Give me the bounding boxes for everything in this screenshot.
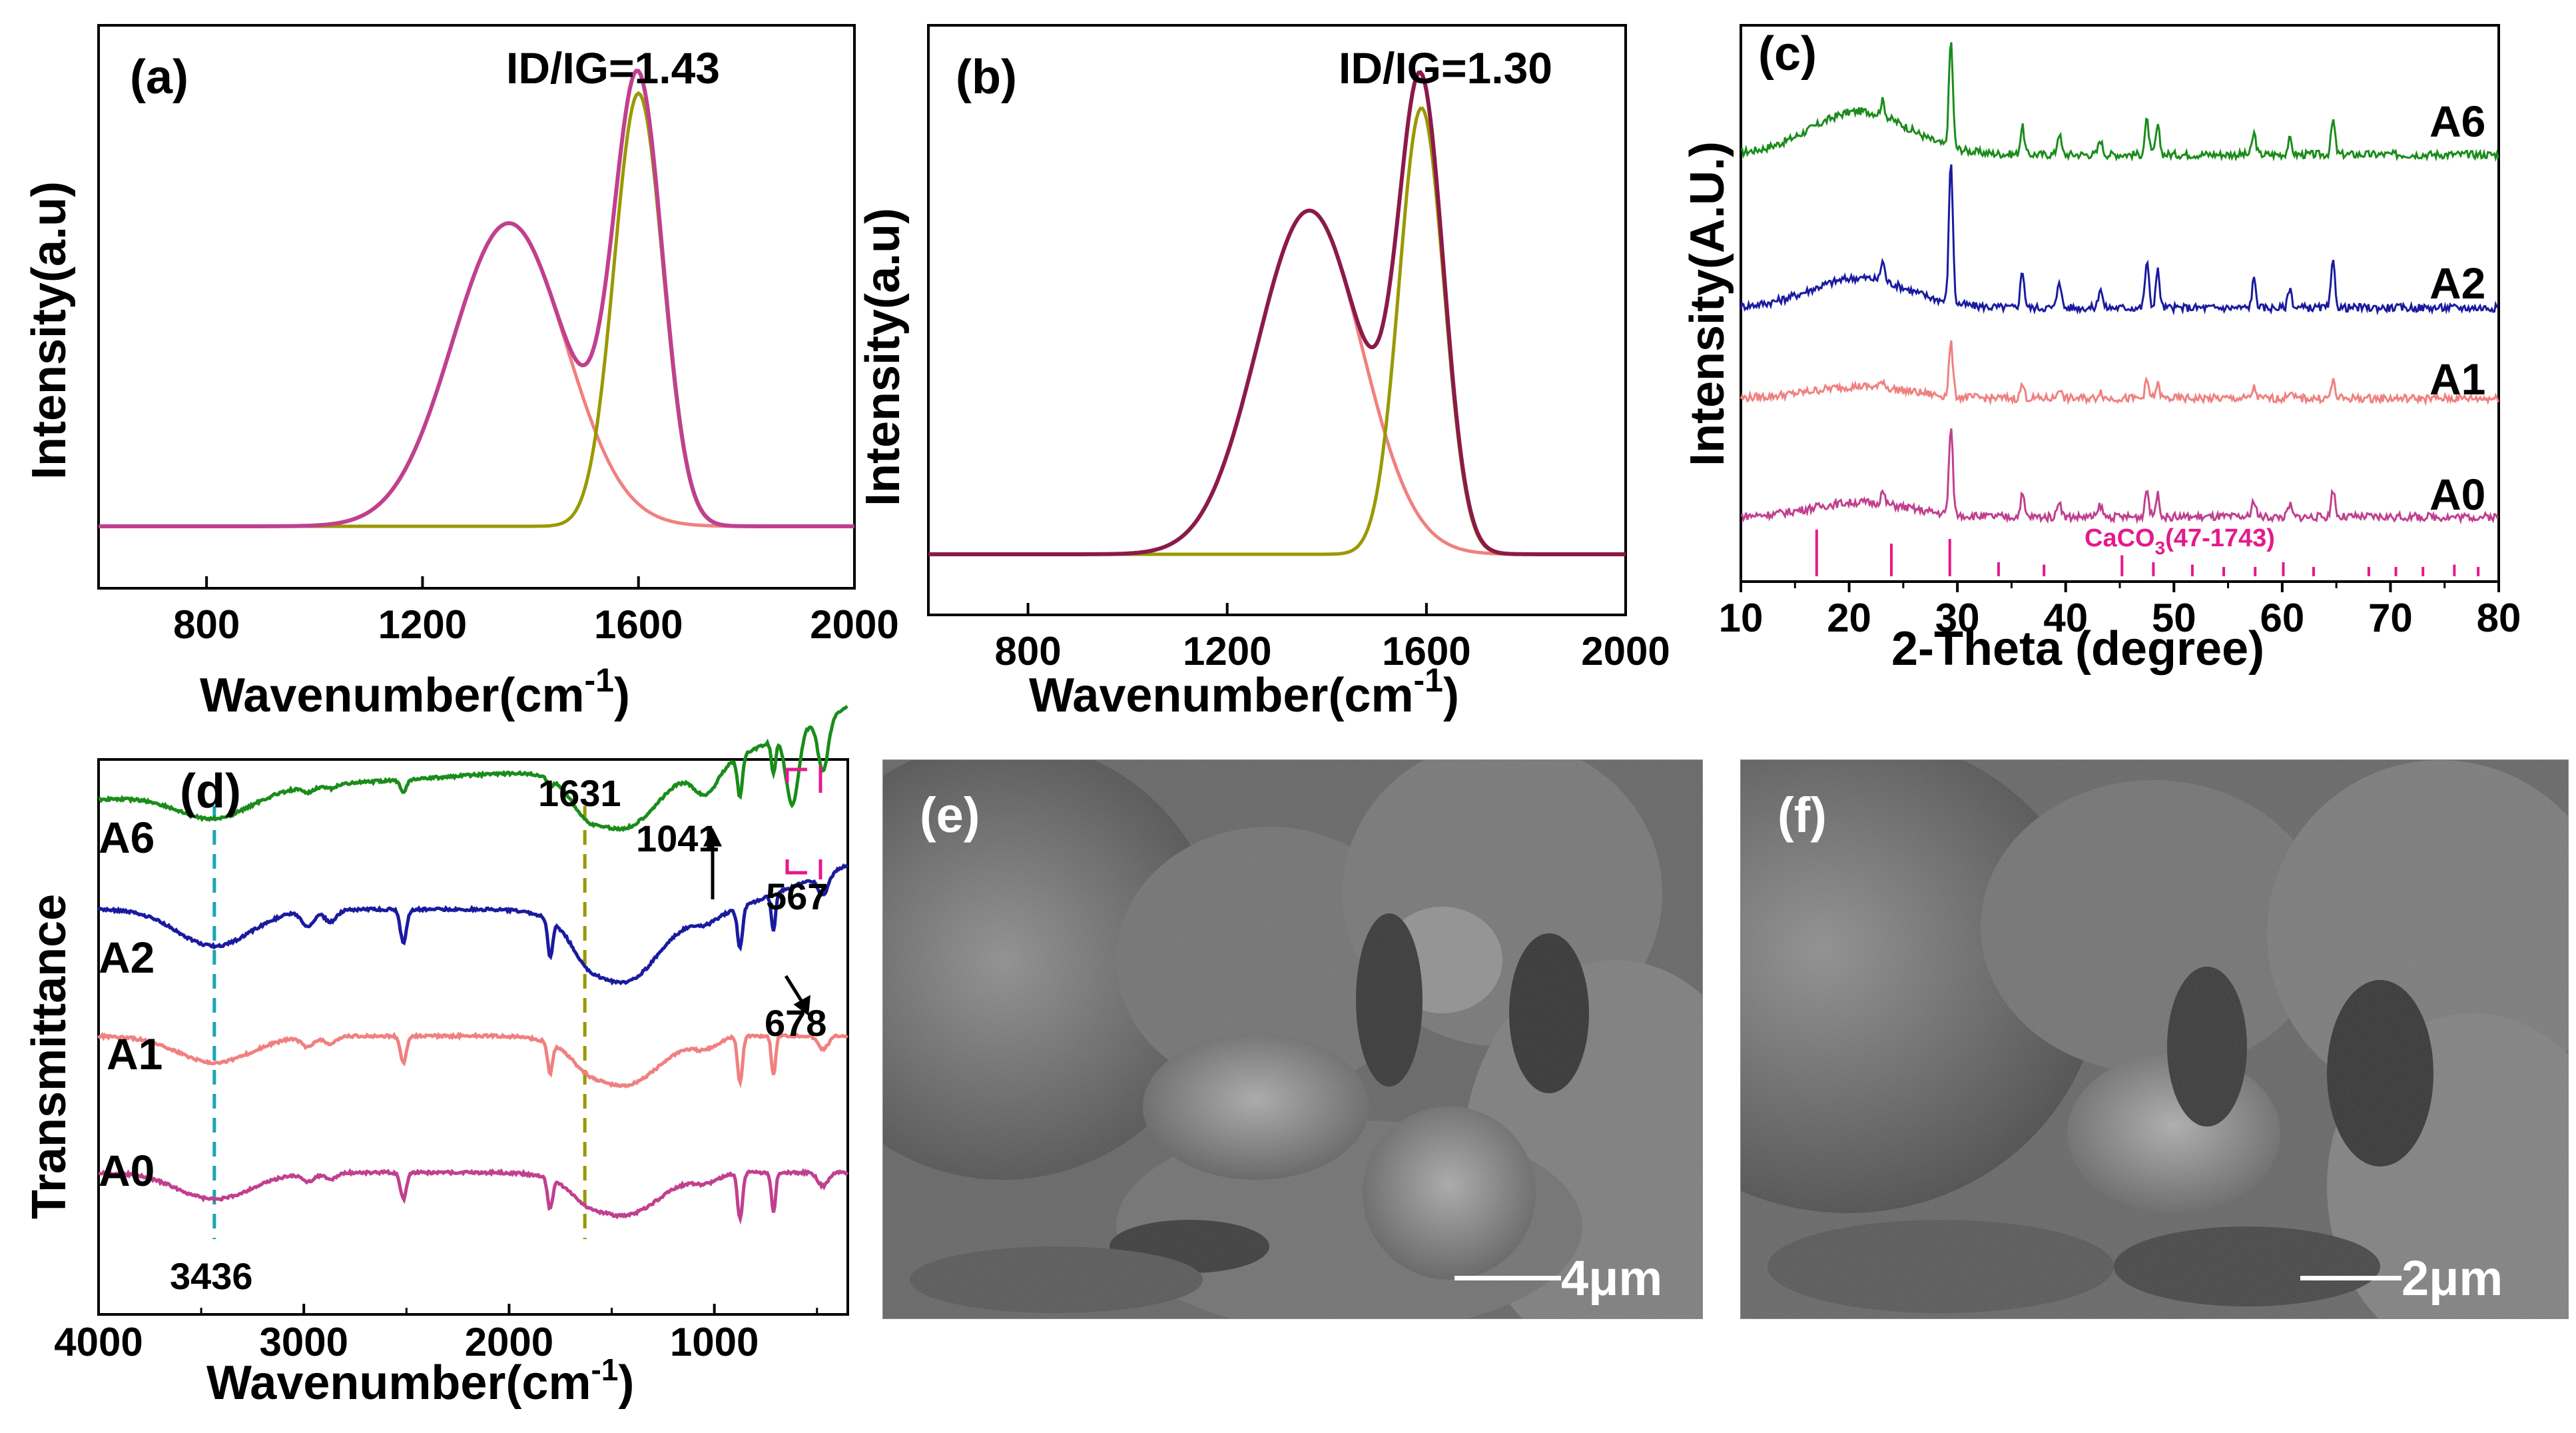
panel-e-scale-bar: 4μm bbox=[1454, 1250, 1662, 1306]
panel-b-ylabel: Intensity(a.u) bbox=[856, 208, 910, 506]
panel-d-xticks: 4000 3000 2000 1000 bbox=[54, 1304, 818, 1364]
panel-d: 4000 3000 2000 1000 (d) A6 A2 A1 A0 3436 16… bbox=[23, 705, 849, 1410]
panel-b-xticks: 800 1200 1600 2000 bbox=[995, 603, 1670, 674]
d-series-A6-line bbox=[98, 705, 848, 833]
panel-a-xticks: 800 1200 1600 2000 bbox=[173, 576, 899, 647]
panel-d-ylabel: Transmittance bbox=[23, 894, 76, 1219]
panel-c-xlabel: 2-Theta (degree) bbox=[1891, 622, 2264, 676]
panel-d-series-A1: A1 bbox=[107, 1029, 162, 1079]
c-series-A2-line bbox=[1740, 164, 2499, 316]
d-series-A1-line bbox=[97, 1031, 849, 1089]
panel-f-scale-bar: 2μm bbox=[2300, 1250, 2503, 1306]
panel-c-series-A2: A2 bbox=[2429, 258, 2485, 308]
panel-d-arrow-678 bbox=[784, 975, 810, 1016]
panel-c-xticks: 10 20 30 40 50 60 70 80 bbox=[1719, 582, 2521, 640]
panel-d-vlines bbox=[212, 806, 587, 1239]
d-series-A0-line bbox=[98, 1168, 849, 1225]
d-xtick-label: 3000 bbox=[259, 1320, 348, 1364]
panel-a-curves bbox=[99, 69, 854, 528]
panel-d-xlabel: Wavenumber(cm-1) bbox=[206, 1352, 634, 1410]
panel-c-series-A0: A0 bbox=[2429, 470, 2485, 519]
panel-a-xlabel: Wavenumber(cm-1) bbox=[200, 662, 630, 722]
panel-b: 800 1200 1600 2000 (b) ID/IG=1.30 Wavenumbe… bbox=[856, 24, 1670, 722]
panel-d-arrow-1041 bbox=[703, 827, 723, 899]
c-series-A1-line bbox=[1740, 340, 2499, 406]
panel-d-annotation-1631: 1631 bbox=[538, 772, 621, 814]
b-xtick-label: 1600 bbox=[1382, 629, 1470, 674]
a-xtick-label: 1600 bbox=[594, 602, 683, 647]
panel-e-sem-image: (e) 4μm bbox=[882, 759, 1703, 1319]
panel-a-label: (a) bbox=[130, 51, 188, 104]
panel-d-curves bbox=[97, 705, 849, 1225]
panel-e-scale-line bbox=[1454, 1276, 1561, 1280]
c-xtick-label: 80 bbox=[2477, 596, 2521, 640]
panel-d-annotation-567: 567 bbox=[766, 875, 828, 917]
c-xtick-label: 70 bbox=[2368, 596, 2413, 640]
panel-b-curves bbox=[928, 70, 1626, 556]
a-xtick-label: 800 bbox=[173, 602, 240, 647]
panel-b-ratio: ID/IG=1.30 bbox=[1339, 43, 1552, 93]
panel-d-series-A6: A6 bbox=[99, 813, 155, 862]
panel-a-frame bbox=[97, 24, 856, 590]
b-d-band-line bbox=[928, 209, 1626, 556]
c-series-A6-line bbox=[1740, 42, 2499, 163]
panel-f-scale-text: 2μm bbox=[2402, 1250, 2503, 1306]
panel-d-bracket-marker bbox=[785, 766, 822, 879]
a-xtick-label: 1200 bbox=[378, 602, 467, 647]
panel-b-frame bbox=[927, 24, 1627, 616]
d-xtick-label: 1000 bbox=[670, 1320, 759, 1364]
panel-c-series-A6: A6 bbox=[2429, 97, 2485, 146]
b-xtick-label: 2000 bbox=[1581, 629, 1670, 674]
panel-f-sem-image: (f) 2μm bbox=[1740, 759, 2569, 1319]
panel-e-label: (e) bbox=[920, 787, 980, 843]
panel-d-annotation-3436: 3436 bbox=[170, 1255, 253, 1297]
panel-c-series-A1: A1 bbox=[2429, 354, 2485, 404]
c-series-A0-line bbox=[1740, 428, 2499, 525]
panel-c-curves bbox=[1740, 42, 2499, 525]
panel-d-series-A0: A0 bbox=[99, 1146, 155, 1195]
panel-c-reference-label: CaCO3(47-1743) bbox=[2085, 524, 2275, 558]
b-xtick-label: 800 bbox=[995, 629, 1062, 674]
a-sum-line bbox=[99, 69, 854, 528]
c-xtick-label: 20 bbox=[1827, 596, 1871, 640]
c-xtick-label: 60 bbox=[2260, 596, 2304, 640]
c-xtick-label: 30 bbox=[1935, 596, 1980, 640]
d-xtick-label: 4000 bbox=[54, 1320, 143, 1364]
b-g-band-line bbox=[928, 107, 1626, 556]
c-xtick-label: 40 bbox=[2043, 596, 2088, 640]
b-xtick-label: 1200 bbox=[1183, 629, 1271, 674]
d-xtick-label: 2000 bbox=[465, 1320, 553, 1364]
panel-c: 10 20 30 40 50 60 70 80 (c) A6 A2 A1 A0 CaCO3(4… bbox=[1681, 24, 2521, 676]
b-sum-line bbox=[928, 70, 1626, 556]
c-xtick-label: 50 bbox=[2152, 596, 2196, 640]
panel-a-ylabel: Intensity(a.u) bbox=[23, 181, 76, 480]
a-xtick-label: 2000 bbox=[810, 602, 898, 647]
panel-c-label: (c) bbox=[1758, 27, 1817, 81]
a-g-band-line bbox=[99, 91, 854, 528]
panel-c-ylabel: Intensity(A.U.) bbox=[1681, 141, 1734, 466]
c-xtick-label: 10 bbox=[1719, 596, 1764, 640]
panel-f-label: (f) bbox=[1777, 787, 1827, 843]
panel-a-ratio: ID/IG=1.43 bbox=[506, 43, 720, 93]
panel-d-series-A2: A2 bbox=[99, 933, 155, 982]
panel-b-label: (b) bbox=[956, 51, 1017, 104]
panel-b-xlabel: Wavenumber(cm-1) bbox=[1029, 662, 1459, 722]
d-series-A2-line bbox=[97, 863, 849, 986]
panel-d-annotation-678: 678 bbox=[765, 1002, 826, 1044]
panel-a: 800 1200 1600 2000 (a) ID/IG=1.43 Wavenumbe… bbox=[23, 24, 899, 722]
panel-d-label: (d) bbox=[180, 765, 241, 818]
panel-e-scale-text: 4μm bbox=[1561, 1250, 1663, 1306]
panel-d-annotation-1041: 1041 bbox=[636, 817, 719, 859]
panel-f-scale-line bbox=[2300, 1276, 2402, 1280]
panel-c-reference-lines bbox=[1815, 530, 2480, 576]
